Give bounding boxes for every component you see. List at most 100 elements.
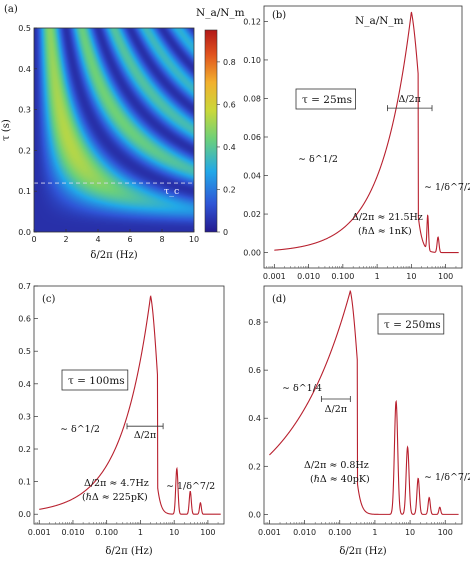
c-xtick-label: 100 [200, 528, 215, 537]
c-xtick-label: 1 [138, 528, 143, 537]
panel-c-frame [33, 285, 225, 525]
b-xtick-label: 10 [406, 272, 416, 281]
panel-a-ylabel: τ (s) [1, 119, 12, 141]
c-series-line [39, 295, 221, 515]
b-xtick-label: 0.010 [297, 272, 320, 281]
a-xtick-label: 8 [159, 235, 164, 244]
c-gap-annotation: Δ/2π ≈ 4.7Hz [84, 478, 149, 489]
d-xtick-label: 0.010 [293, 528, 316, 537]
d-ytick-label: 0.8 [248, 318, 261, 327]
a-xtick-label: 4 [95, 235, 100, 244]
c-xtick-label: 0.010 [62, 528, 85, 537]
c-high-slope-label: ∼ 1/δ^7/2 [166, 481, 215, 492]
b-low-slope-label: ∼ δ^1/2 [298, 154, 338, 165]
panel-d-frame [263, 285, 463, 525]
b-delta-bar-label: Δ/2π [399, 94, 421, 105]
a-xtick-label: 10 [189, 235, 199, 244]
c-xtick-label: 10 [169, 528, 179, 537]
d-delta-bar-label: Δ/2π [325, 404, 347, 415]
d-ytick-label: 0.2 [248, 462, 261, 471]
a-xtick-label: 0 [31, 235, 36, 244]
colorbar-tick-label: 0 [223, 228, 228, 237]
panel-a-frame [33, 27, 195, 233]
b-ytick-label: 0.02 [243, 210, 261, 219]
colorbar-title: N_a/N_m [196, 7, 245, 19]
colorbar [204, 29, 218, 233]
panel-c: 0.001 0.010 0.100 1 10 100 0.0 0.1 0.2 0.3 0.4 0.5 0… [18, 282, 225, 557]
b-tau-box [295, 88, 356, 110]
d-ytick-label: 0.0 [248, 510, 261, 519]
panel-a: (a) τ_c 0 2 4 6 8 10 0.0 0.1 0.2 0.3 0.4 0.5 δ/2π (… [1, 4, 245, 261]
d-low-slope-label: ∼ δ^1/4 [282, 383, 322, 394]
b-tau-box-text: τ = 25ms [302, 94, 352, 106]
colorbar-tick-label: 0.4 [223, 143, 236, 152]
panel-a-axes: 0 2 4 6 8 10 0.0 0.1 0.2 0.3 0.4 0.5 [18, 24, 199, 244]
d-xtick-label: 100 [438, 528, 453, 537]
b-panel-label: (b) [272, 10, 286, 21]
a-xtick-label: 2 [63, 235, 68, 244]
b-ytick-label: 0.12 [243, 17, 261, 26]
colorbar-tick-label: 0.2 [223, 185, 236, 194]
b-ytick-label: 0.06 [243, 133, 261, 142]
colorbar-tick-label: 0.6 [223, 100, 236, 109]
c-ytick-label: 0.3 [18, 412, 31, 421]
b-gap-annotation: Δ/2π ≈ 21.5Hz [352, 212, 423, 223]
c-tau-box [61, 369, 129, 391]
d-high-slope-label: ∼ 1/δ^7/2 [424, 472, 470, 483]
a-ytick-label: 0.1 [18, 187, 31, 196]
colorbar-ticks: 0 0.2 0.4 0.6 0.8 [217, 58, 236, 237]
d-panel-label: (d) [272, 294, 286, 305]
c-low-slope-label: ∼ δ^1/2 [60, 424, 100, 435]
d-gap-annotation: Δ/2π ≈ 0.8Hz [304, 460, 369, 471]
a-ytick-label: 0.3 [18, 106, 31, 115]
d-xtick-label: 0.001 [258, 528, 281, 537]
d-series-line [269, 289, 459, 515]
d-xtick-label: 0.100 [328, 528, 351, 537]
b-ytick-label: 0.10 [243, 56, 261, 65]
heatmap-image [34, 28, 194, 232]
d-tau-box [377, 313, 445, 335]
b-xtick-label: 1 [375, 272, 380, 281]
a-ytick-label: 0.0 [18, 228, 31, 237]
c-ytick-label: 0.2 [18, 445, 31, 454]
b-gap-energy-annotation: (ℏΔ ≈ 1nK) [358, 226, 412, 237]
b-curve-label: N_a/N_m [355, 15, 404, 27]
b-ytick-label: 0.00 [243, 249, 261, 258]
d-xtick-label: 1 [372, 528, 377, 537]
panel-a-xlabel: δ/2π (Hz) [90, 250, 137, 261]
c-xtick-label: 0.100 [95, 528, 118, 537]
a-ytick-label: 0.2 [18, 146, 31, 155]
c-xtick-label: 0.001 [28, 528, 51, 537]
colorbar-tick-label: 0.8 [223, 58, 236, 67]
a-xtick-label: 6 [127, 235, 132, 244]
panel-a-label: (a) [4, 4, 18, 15]
b-ytick-label: 0.04 [243, 172, 261, 181]
d-xlabel: δ/2π (Hz) [339, 546, 386, 557]
a-ytick-label: 0.4 [18, 65, 31, 74]
tau-c-label: τ_c [164, 186, 179, 197]
b-high-slope-label: ∼ 1/δ^7/2 [424, 182, 470, 193]
a-ytick-label: 0.5 [18, 24, 31, 33]
b-ytick-label: 0.08 [243, 94, 261, 103]
c-ytick-label: 0.1 [18, 478, 31, 487]
c-gap-energy-annotation: (ℏΔ ≈ 225pK) [82, 492, 148, 503]
c-delta-bar-label: Δ/2π [134, 430, 156, 441]
d-xtick-label: 10 [405, 528, 415, 537]
b-xtick-label: 0.100 [331, 272, 354, 281]
b-series-line [274, 11, 459, 254]
d-gap-energy-annotation: (ℏΔ ≈ 40pK) [310, 474, 370, 485]
c-ytick-label: 0.5 [18, 347, 31, 356]
b-xtick-label: 100 [438, 272, 453, 281]
c-tau-box-text: τ = 100ms [68, 375, 125, 387]
c-panel-label: (c) [42, 294, 56, 305]
c-ytick-label: 0.6 [18, 315, 31, 324]
panel-b: 0.001 0.010 0.100 1 10 100 0.00 0.02 0.04 0.06 0.0… [243, 5, 470, 281]
panel-d: 0.001 0.010 0.100 1 10 100 0.0 0.2 0.4 0.6 0.8 Δ/2π… [248, 285, 470, 557]
c-ytick-label: 0.7 [18, 282, 31, 291]
d-tau-box-text: τ = 250ms [384, 319, 441, 331]
d-ytick-label: 0.6 [248, 366, 261, 375]
b-xtick-label: 0.001 [263, 272, 286, 281]
c-ytick-label: 0.4 [18, 380, 31, 389]
d-ytick-label: 0.4 [248, 414, 261, 423]
